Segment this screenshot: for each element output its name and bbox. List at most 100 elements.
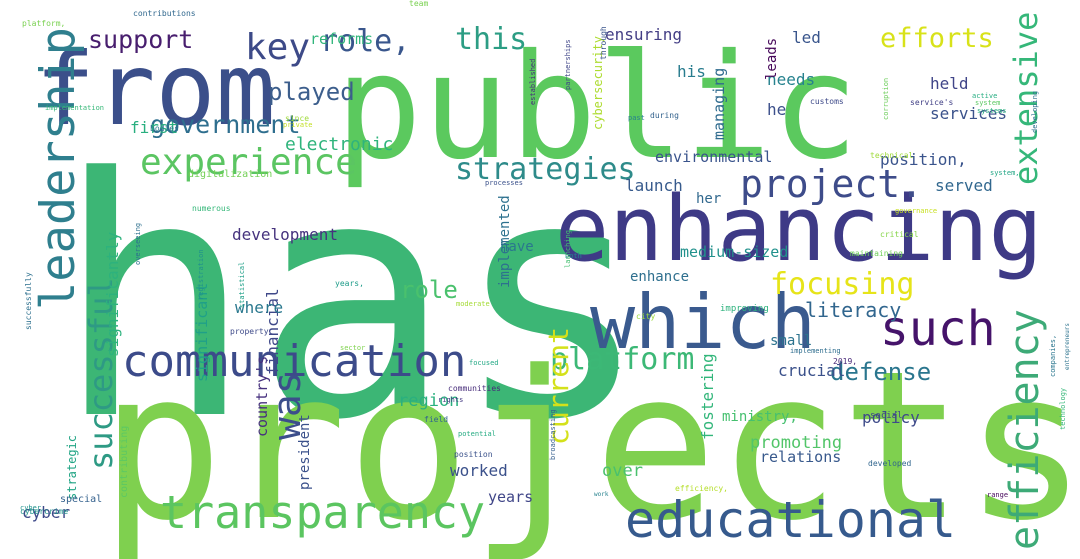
word-41: medium-sized — [680, 243, 789, 261]
word-118: partnerships — [564, 39, 572, 90]
word-13: experience — [140, 142, 357, 183]
word-76: cybercrime — [20, 507, 69, 516]
word-46: worked — [450, 461, 508, 480]
word-106: position — [454, 450, 493, 459]
word-2: public — [335, 23, 859, 192]
word-111: efficiency, — [675, 484, 728, 493]
word-25: focusing — [770, 267, 915, 302]
word-92: city — [636, 312, 656, 321]
word-85: service's — [910, 98, 954, 107]
word-29: role — [400, 276, 458, 304]
word-113: range — [987, 491, 1009, 499]
word-102: successfully — [24, 272, 33, 330]
word-82: during — [650, 111, 679, 120]
word-88: critical — [880, 230, 919, 239]
word-6: educational — [625, 491, 957, 549]
word-75: special — [60, 494, 103, 505]
word-107: rights — [438, 396, 464, 404]
word-89: improving — [720, 304, 769, 314]
word-34: position, — [880, 150, 967, 169]
word-44: policy — [862, 408, 920, 427]
word-125: systems — [977, 107, 1007, 115]
word-39: served — [935, 176, 993, 195]
word-93: 2019, — [833, 357, 858, 366]
word-124: technology — [1059, 387, 1067, 430]
word-126: system, — [990, 169, 1020, 177]
word-14: strategies — [455, 152, 636, 187]
word-97: years, — [335, 279, 364, 288]
word-8: communication — [122, 336, 467, 387]
word-83: past — [628, 114, 645, 122]
word-15: platform — [550, 342, 695, 377]
word-33: environmental — [655, 148, 773, 166]
word-123: companies, — [1049, 334, 1057, 377]
word-73: strategic — [65, 434, 79, 500]
word-69: small — [770, 333, 813, 349]
word-87: governance — [895, 207, 938, 215]
word-10: efficiency — [1002, 309, 1048, 550]
word-121: both — [565, 252, 582, 260]
word-81: through — [599, 26, 608, 60]
word-64: needs — [767, 70, 816, 89]
word-96: property — [230, 327, 269, 336]
word-94: sector — [340, 344, 366, 352]
word-77: platform, — [22, 19, 66, 28]
word-130: system — [975, 99, 1001, 107]
word-50: crucial — [778, 361, 846, 380]
word-105: potential — [458, 430, 496, 438]
word-52: ministry, — [722, 409, 798, 425]
word-38: launch — [625, 176, 683, 195]
word-0: has — [55, 108, 652, 492]
word-115: statistical — [238, 261, 246, 308]
word-24: efforts — [880, 23, 994, 54]
word-91: maintaining — [850, 249, 903, 258]
word-132: overseeing — [134, 222, 142, 265]
word-20: key — [245, 27, 311, 68]
word-3: from — [35, 31, 276, 148]
word-51: fostering — [698, 353, 717, 440]
word-95: moderate — [456, 300, 490, 308]
word-60: first — [130, 118, 179, 137]
word-99: private — [283, 121, 313, 129]
word-48: over — [602, 461, 643, 481]
word-101: numerous — [192, 204, 231, 213]
word-58: where — [235, 298, 284, 317]
word-68: her — [696, 191, 722, 207]
word-128: active — [972, 92, 998, 100]
word-90: implementing — [790, 347, 841, 355]
word-86: technical — [870, 151, 914, 160]
word-65: led — [792, 28, 821, 47]
word-120: processes — [485, 179, 523, 187]
word-57: president — [297, 414, 313, 490]
word-9: leadership — [31, 27, 86, 310]
word-103: social — [870, 411, 903, 421]
word-114: work — [594, 491, 609, 498]
word-84: customs — [810, 97, 844, 106]
word-49: cyber — [22, 503, 71, 522]
word-61: his — [677, 62, 706, 81]
word-109: communities — [448, 384, 501, 393]
word-45: region — [398, 391, 460, 411]
word-127: entrepreneurs — [1064, 323, 1071, 370]
word-56: country's — [253, 355, 271, 437]
word-71: digitalization — [188, 169, 273, 180]
word-78: contributions — [133, 9, 196, 18]
word-131: cyber — [20, 504, 42, 512]
word-7: transparency — [160, 486, 486, 539]
word-104: field — [424, 415, 449, 424]
word-47: years — [488, 488, 534, 506]
word-19: this — [455, 22, 528, 57]
word-35: services — [930, 104, 1008, 123]
word-22: played — [268, 78, 355, 106]
word-63: he — [767, 100, 787, 119]
word-122: launching — [564, 230, 572, 268]
word-21: role, — [320, 24, 411, 59]
word-80: team — [409, 0, 429, 8]
word-74: contributing — [119, 425, 130, 498]
word-1: projects — [100, 328, 1080, 559]
word-67: have — [500, 239, 534, 255]
word-12: such — [880, 301, 996, 357]
word-79: since — [285, 114, 310, 123]
word-43: relations — [760, 448, 842, 466]
